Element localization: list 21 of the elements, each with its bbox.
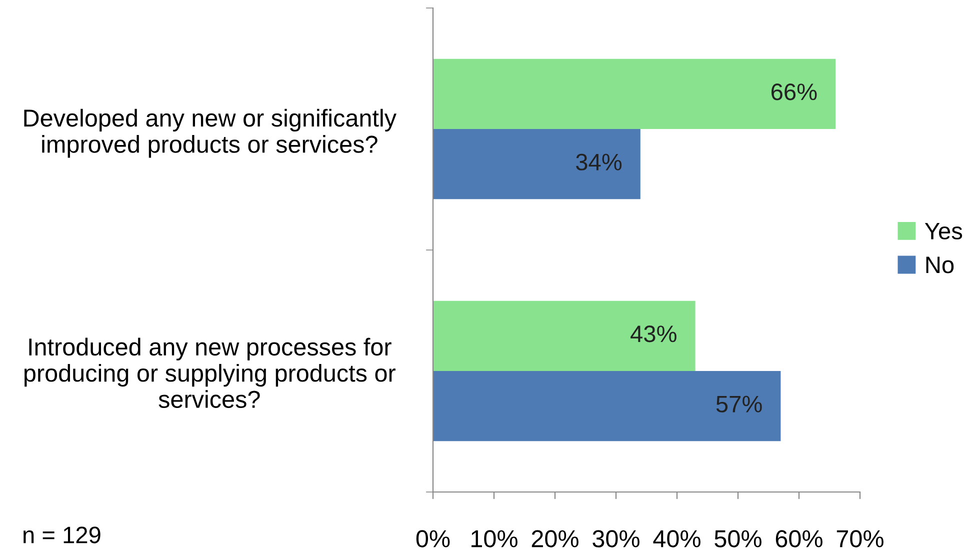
bar <box>433 371 781 442</box>
legend-label: No <box>926 256 954 274</box>
x-tick-label: 40% <box>653 530 700 548</box>
y-tick-label: Introduced any new processes for producing or supplying products or services? <box>24 338 396 408</box>
x-tick-label: 70% <box>836 530 884 548</box>
y-tick-label: Developed any new or significantly improved products or services? <box>24 108 396 158</box>
bar <box>433 129 640 200</box>
data-label: 66% <box>772 84 817 100</box>
x-tick-label: 60% <box>776 530 822 548</box>
data-label: 43% <box>630 326 676 342</box>
bar <box>433 300 696 371</box>
data-label: 34% <box>576 154 622 170</box>
legend-label: Yes <box>924 222 962 240</box>
x-tick-label: 50% <box>714 530 762 548</box>
x-tick-label: 0% <box>416 530 450 548</box>
text: n = 129 <box>24 526 100 544</box>
x-tick-label: 20% <box>532 530 578 548</box>
x-tick-label: 30% <box>592 530 640 548</box>
bar <box>433 58 836 129</box>
x-tick-label: 10% <box>472 530 518 548</box>
data-label: 57% <box>716 396 762 412</box>
